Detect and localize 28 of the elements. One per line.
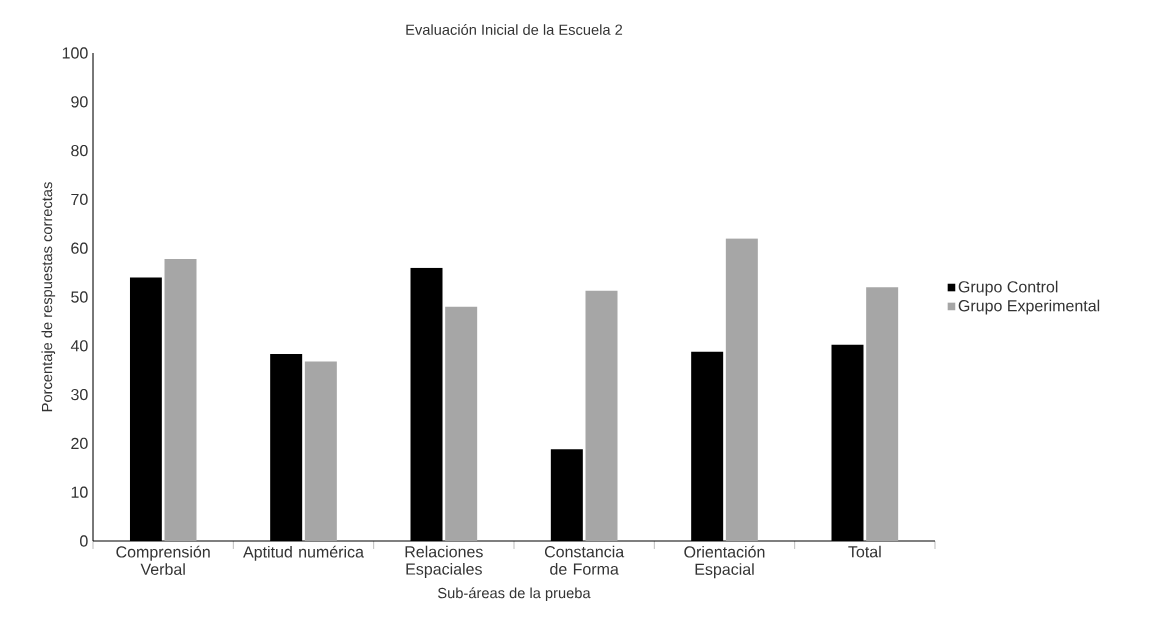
bar xyxy=(585,290,618,541)
y-tick-label: 20 xyxy=(71,437,88,450)
y-tick-label: 80 xyxy=(71,144,88,157)
bar xyxy=(304,361,337,541)
y-tick-label: 0 xyxy=(80,535,88,547)
x-tick-label: Constancia de Forma xyxy=(544,545,625,575)
y-tick-label: 70 xyxy=(71,193,88,206)
x-tick-label: Comprensión Verbal xyxy=(116,545,210,575)
y-tick-label: 10 xyxy=(71,486,88,498)
x-tick-label: Relaciones Espaciales xyxy=(405,545,483,578)
bar xyxy=(866,287,899,541)
y-tick-label: 90 xyxy=(71,96,88,108)
bar xyxy=(725,238,758,541)
bar xyxy=(445,306,478,541)
bar xyxy=(164,258,197,541)
legend-label: Grupo Control xyxy=(958,280,1058,296)
y-tick-label: 30 xyxy=(71,388,88,401)
x-tick-label: Total xyxy=(848,545,881,558)
y-tick-label: 40 xyxy=(70,340,88,352)
y-tick-label: 60 xyxy=(71,242,88,254)
legend-label: Grupo Experimental xyxy=(958,299,1100,315)
y-tick-label: 50 xyxy=(71,291,88,303)
y-tick-label: 100 xyxy=(62,47,88,59)
y-axis-title: Porcentaje de respuestas correctas xyxy=(41,182,56,412)
chart-title: Evaluación Inicial de la Escuela 2 xyxy=(406,24,623,35)
x-axis-title: Sub-áreas de la prueba xyxy=(438,587,591,602)
x-tick-label: Orientación Espacial xyxy=(684,545,765,579)
x-tick-label: Aptitud numérica xyxy=(243,545,364,561)
